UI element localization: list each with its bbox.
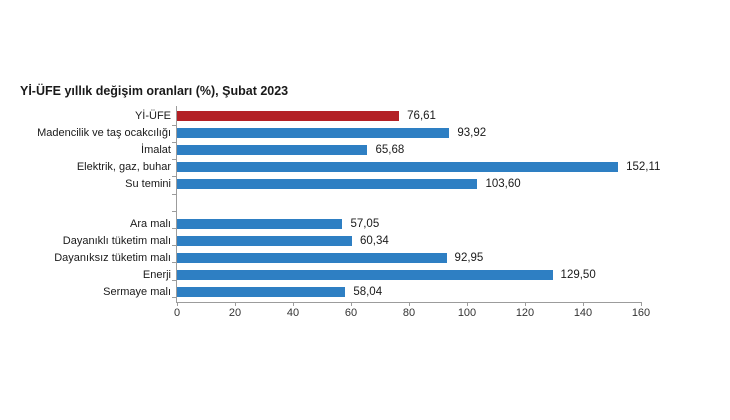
x-axis-tick [351, 302, 352, 306]
value-label: 60,34 [359, 235, 389, 247]
bar [177, 145, 368, 155]
y-axis-tick [172, 124, 176, 126]
value-label: 129,50 [560, 269, 596, 281]
category-label: Enerji [142, 269, 171, 281]
value-label: 65,68 [375, 144, 405, 156]
x-axis-tick-label: 140 [573, 307, 593, 319]
x-axis-tick-label: 0 [173, 307, 181, 319]
category-label: Dayanıksız tüketim malı [54, 252, 171, 264]
value-label: 76,61 [407, 110, 436, 122]
x-axis-tick-label: 60 [344, 307, 358, 319]
x-axis-tick [525, 302, 526, 306]
x-axis-tick-label: 160 [631, 307, 651, 319]
value-label: 57,05 [350, 218, 380, 230]
x-axis-tick [293, 302, 294, 306]
category-label: Sermaye malı [103, 286, 171, 298]
x-axis-tick [467, 302, 468, 306]
y-axis-tick [172, 193, 176, 195]
bar [177, 219, 343, 229]
y-axis-tick [172, 159, 176, 161]
value-label: 152,11 [626, 161, 661, 173]
bar [177, 253, 447, 263]
value-label: 93,92 [457, 127, 487, 139]
bar [177, 179, 478, 189]
x-axis-tick-label: 40 [286, 307, 300, 319]
y-axis-tick [172, 176, 176, 178]
value-label: 58,04 [353, 286, 383, 298]
category-label: Su temini [125, 178, 171, 190]
x-axis-tick [409, 302, 410, 306]
x-axis-tick-label: 20 [228, 307, 242, 319]
x-axis-tick [641, 302, 642, 306]
y-axis-tick [172, 142, 176, 143]
bar [177, 270, 553, 280]
y-axis-tick [172, 210, 176, 212]
bar [177, 128, 450, 138]
category-label: Ara malı [130, 218, 171, 230]
x-axis-tick [235, 302, 236, 306]
chart-title: Yİ-ÜFE yıllık değişim oranları (%), Şuba… [20, 84, 289, 98]
x-axis-tick-label: 120 [515, 307, 535, 319]
value-label: 103,60 [485, 178, 521, 190]
x-axis-tick-label: 100 [457, 307, 477, 319]
category-label: Dayanıklı tüketim malı [62, 235, 171, 247]
x-axis-tick [177, 302, 178, 306]
y-axis-tick [172, 245, 176, 247]
value-label: 92,95 [454, 252, 484, 264]
x-axis-tick [583, 302, 584, 306]
x-axis-tick-label: 80 [402, 307, 416, 319]
y-axis-tick [172, 262, 176, 264]
y-axis-tick [172, 296, 176, 298]
category-label: Madencilik ve taş ocakcılığı [37, 127, 171, 139]
x-axis-line [176, 302, 641, 303]
category-label: Yİ-ÜFE [134, 110, 171, 122]
category-label: Elektrik, gaz, buhar [76, 161, 171, 173]
y-axis-line [176, 106, 177, 302]
bar [177, 287, 346, 297]
category-label: İmalat [141, 144, 171, 156]
y-axis-tick [172, 228, 176, 229]
y-axis-tick [172, 279, 176, 281]
bar [177, 236, 352, 246]
bar [177, 162, 619, 172]
bar [177, 111, 400, 121]
